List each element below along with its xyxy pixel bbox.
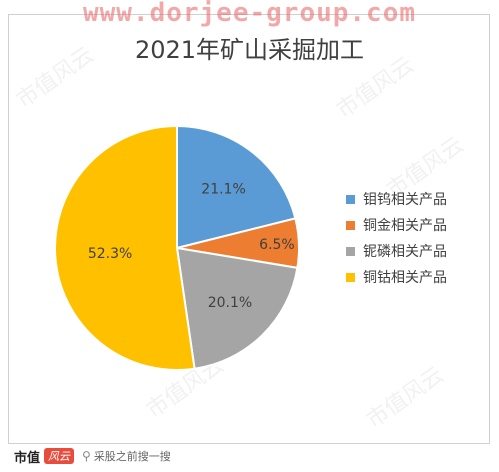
footer: 市值 风云 ⚲ 采股之前搜一搜 [8, 444, 488, 468]
pie-slice-4 [53, 124, 196, 371]
legend-label: 钼钨相关产品 [363, 192, 447, 208]
watermark-url: www.dorjee-group.com [82, 0, 417, 28]
legend-item: 铌磷相关产品 [346, 238, 447, 264]
footer-badge: 风云 [44, 448, 75, 464]
legend-label: 铜钴相关产品 [363, 270, 447, 286]
legend-item: 钼钨相关产品 [346, 186, 447, 212]
legend: 钼钨相关产品 铜金相关产品 铌磷相关产品 铜钴相关产品 [346, 186, 447, 290]
data-label-3: 20.1% [208, 295, 252, 311]
legend-swatch [346, 246, 355, 256]
legend-item: 铜金相关产品 [346, 212, 447, 238]
footer-brand: 市值 [14, 450, 41, 466]
data-label-1: 21.1% [201, 181, 245, 197]
pie-slice-3 [175, 246, 299, 370]
legend-swatch [346, 194, 355, 204]
data-label-2: 6.5% [259, 237, 295, 253]
footer-search-text[interactable]: 采股之前搜一搜 [93, 450, 171, 463]
legend-label: 铜金相关产品 [363, 218, 447, 234]
legend-swatch [346, 272, 355, 282]
chart-title: 2021年矿山采掘加工 [134, 36, 365, 64]
search-icon[interactable]: ⚲ [82, 449, 91, 463]
legend-item: 铜钴相关产品 [346, 264, 447, 290]
data-label-4: 52.3% [88, 246, 132, 262]
legend-label: 铌磷相关产品 [363, 244, 447, 260]
legend-swatch [346, 220, 355, 230]
pie-slice-1 [176, 124, 297, 250]
